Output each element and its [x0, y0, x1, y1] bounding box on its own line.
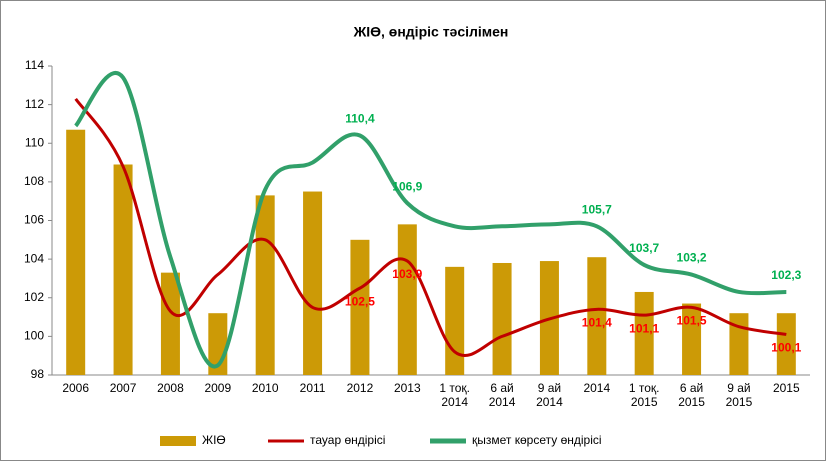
- bar: [776, 313, 796, 375]
- data-label: 102,5: [345, 294, 375, 308]
- x-tick-label: 2011: [300, 381, 326, 395]
- x-tick-label: 2013: [394, 381, 421, 395]
- y-tick-label: 100: [24, 329, 44, 343]
- bar: [729, 313, 749, 375]
- line: [74, 71, 787, 369]
- line: [74, 97, 787, 358]
- x-tick-label: 1 тоқ. 2015: [629, 381, 660, 409]
- legend-label: қызмет көрсету өндірісі: [472, 433, 602, 447]
- data-label: 110,4: [345, 112, 375, 126]
- x-tick-label: 2014: [583, 381, 610, 395]
- bar: [445, 266, 465, 375]
- data-label: 101,5: [677, 314, 707, 328]
- data-label: 101,1: [629, 321, 659, 335]
- x-tick-label: 9 ай 2014: [536, 381, 563, 409]
- y-tick-label: 114: [25, 58, 44, 72]
- chart-title: ЖІӨ, өндіріс тәсілімен: [353, 24, 509, 40]
- x-tick-label: 2009: [204, 381, 231, 395]
- y-tick-label: 108: [24, 174, 44, 188]
- data-label: 103,9: [392, 267, 422, 281]
- y-tick-label: 104: [24, 251, 44, 265]
- bar: [492, 262, 512, 375]
- data-label: 103,2: [677, 251, 707, 265]
- bar: [397, 224, 417, 375]
- bar: [160, 272, 180, 375]
- y-tick-label: 102: [24, 290, 44, 304]
- x-tick-label: 2006: [62, 381, 89, 395]
- y-tick-label: 110: [25, 135, 44, 149]
- x-tick-label: 6 ай 2014: [489, 381, 516, 409]
- legend-label: тауар өндірісі: [310, 433, 385, 447]
- x-tick-label: 1 тоқ. 2014: [439, 381, 470, 409]
- bar: [682, 303, 702, 375]
- data-label: 100,1: [771, 341, 801, 355]
- x-tick-label: 2007: [110, 381, 137, 395]
- legend-label: ЖІӨ: [202, 433, 226, 447]
- bar: [303, 191, 323, 375]
- bar: [634, 291, 654, 375]
- x-tick-label: 6 ай 2015: [678, 381, 705, 409]
- legend-swatch: [160, 436, 196, 446]
- x-tick-label: 9 ай 2015: [726, 381, 753, 409]
- x-tick-label: 2015: [773, 381, 800, 395]
- bar: [350, 239, 370, 375]
- bar: [113, 164, 133, 375]
- y-tick-label: 112: [25, 97, 44, 111]
- data-label: 105,7: [582, 202, 612, 216]
- bar: [587, 257, 607, 375]
- y-tick-label: 106: [24, 213, 44, 227]
- y-tick-label: 98: [31, 367, 45, 381]
- data-label: 101,4: [582, 316, 612, 330]
- bar: [66, 129, 86, 375]
- data-label: 106,9: [392, 179, 422, 193]
- x-tick-label: 2008: [157, 381, 184, 395]
- data-label: 102,3: [771, 268, 801, 282]
- x-tick-label: 2010: [252, 381, 279, 395]
- x-tick-label: 2012: [347, 381, 374, 395]
- data-label: 103,7: [629, 241, 659, 255]
- bar: [255, 195, 275, 375]
